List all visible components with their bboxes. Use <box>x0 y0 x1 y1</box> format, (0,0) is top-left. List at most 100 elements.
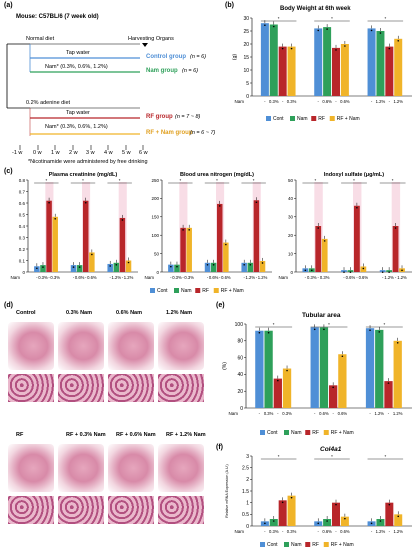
dose-label: 0.6% <box>87 275 97 280</box>
data-point <box>313 328 316 331</box>
data-point <box>249 264 252 266</box>
bar <box>259 260 266 272</box>
data-point <box>369 329 371 331</box>
y-axis-label: (%) <box>222 362 228 370</box>
panel-f: (f) Col4a1 0 0.5 1 1.5 2 2.5 3 Relative mRNA Ex… <box>216 444 418 550</box>
data-point <box>188 229 190 231</box>
bar <box>180 227 186 272</box>
data-point <box>121 219 124 221</box>
dose-label: 0.6% <box>338 411 348 416</box>
bar <box>321 238 328 272</box>
data-point <box>255 201 258 204</box>
dose-label: 1.2% <box>384 275 394 280</box>
control-group-label: Control group <box>146 54 186 60</box>
normal-diet-label: Normal diet <box>26 36 55 42</box>
dose-label: 0.3% <box>184 275 194 280</box>
data-point <box>335 503 337 506</box>
bar <box>278 500 287 526</box>
rf-group-label: RF group <box>146 114 173 120</box>
bar <box>310 327 319 408</box>
dose-label: 1.2% <box>246 275 256 280</box>
bar <box>210 262 217 272</box>
dose-label: - <box>256 275 258 280</box>
y-tick-label: 60 <box>237 355 243 361</box>
dose-label: - <box>305 275 307 280</box>
plasma-chemistry-charts: Plasma creatinine (mg/dL) 0 0.1 0.2 0.3 0.4 0.… <box>10 172 412 294</box>
week-label: 0 w <box>33 150 42 156</box>
data-point <box>272 520 275 522</box>
dose-label: - <box>264 529 266 534</box>
y-tick-label: 3 <box>246 454 249 460</box>
legend-swatch <box>260 430 265 435</box>
panel-d-label: (d) <box>4 302 13 309</box>
legend-swatch <box>195 288 201 293</box>
bar <box>273 378 282 408</box>
data-point <box>335 49 337 51</box>
bar <box>329 385 338 408</box>
legend-swatch <box>323 430 329 435</box>
highlight <box>179 182 188 272</box>
bar <box>323 519 332 526</box>
dose-label: 1.2% <box>376 529 386 534</box>
sig-star: * <box>82 178 84 183</box>
data-point <box>261 262 264 264</box>
nam-row-label: Nam <box>234 529 244 534</box>
dose-label: 0.6% <box>346 275 356 280</box>
bar <box>278 46 287 96</box>
data-point <box>290 47 293 50</box>
data-point <box>317 227 320 229</box>
legend-swatch <box>311 116 317 121</box>
data-point <box>323 328 325 331</box>
sig-star: * <box>392 178 394 183</box>
dose-label: - <box>314 411 316 416</box>
histology-label: 0.3% Nam <box>66 310 92 316</box>
sig-star: * <box>278 454 280 459</box>
dose-label: - <box>369 411 371 416</box>
legend-swatch <box>260 542 265 547</box>
y-tick-label: 30 <box>288 215 294 220</box>
dose-label: - <box>282 529 284 534</box>
data-point <box>281 501 284 504</box>
legend-swatch <box>284 430 289 435</box>
y-tick-label: 2.5 <box>242 465 249 471</box>
data-point <box>356 206 358 209</box>
bar <box>260 23 269 97</box>
dose-label: 0.3% <box>269 529 279 534</box>
rf-n: (n = 7 ~ 8) <box>175 114 201 120</box>
dose-label: 0.3% <box>320 275 330 280</box>
dose-label: 0.3% <box>50 275 60 280</box>
dose-label: 0.6% <box>75 275 85 280</box>
dose-label: - <box>282 99 284 104</box>
bar <box>253 200 260 272</box>
y-tick-label: 200 <box>151 196 159 201</box>
dose-label: - <box>109 275 111 280</box>
bar <box>264 330 273 408</box>
kidney-section <box>8 322 54 370</box>
y-tick-label: 100 <box>235 322 244 328</box>
data-point <box>401 269 403 272</box>
legend-label: Nam <box>291 542 302 548</box>
sig-star: * <box>353 178 355 183</box>
dose-label: 0.6% <box>322 99 332 104</box>
dose-label: - <box>48 275 50 280</box>
bar <box>385 46 394 96</box>
dose-label: - <box>382 275 384 280</box>
y-tick-label: 40 <box>288 196 294 201</box>
data-point <box>267 331 270 334</box>
legend-swatch <box>290 116 295 121</box>
nam-dose-2: Nam* (0.3%, 0.6%, 1.2%) <box>45 124 108 130</box>
legend-label: Cont <box>267 430 278 436</box>
sig-star: * <box>179 178 181 183</box>
dose-label: 0.3% <box>264 411 274 416</box>
bar <box>385 502 394 526</box>
sig-star: * <box>383 322 385 327</box>
week-label: 6 w <box>139 150 148 156</box>
y-tick-label: 0 <box>246 94 249 100</box>
y-tick-label: 0.4 <box>19 224 26 229</box>
dose-label: - <box>36 275 38 280</box>
dose-label: 1.2% <box>124 275 134 280</box>
nam-row-label: Nam <box>228 411 238 416</box>
dose-label: 0.6% <box>322 529 332 534</box>
legend-label: Cont <box>267 542 278 548</box>
dose-label: - <box>219 275 221 280</box>
